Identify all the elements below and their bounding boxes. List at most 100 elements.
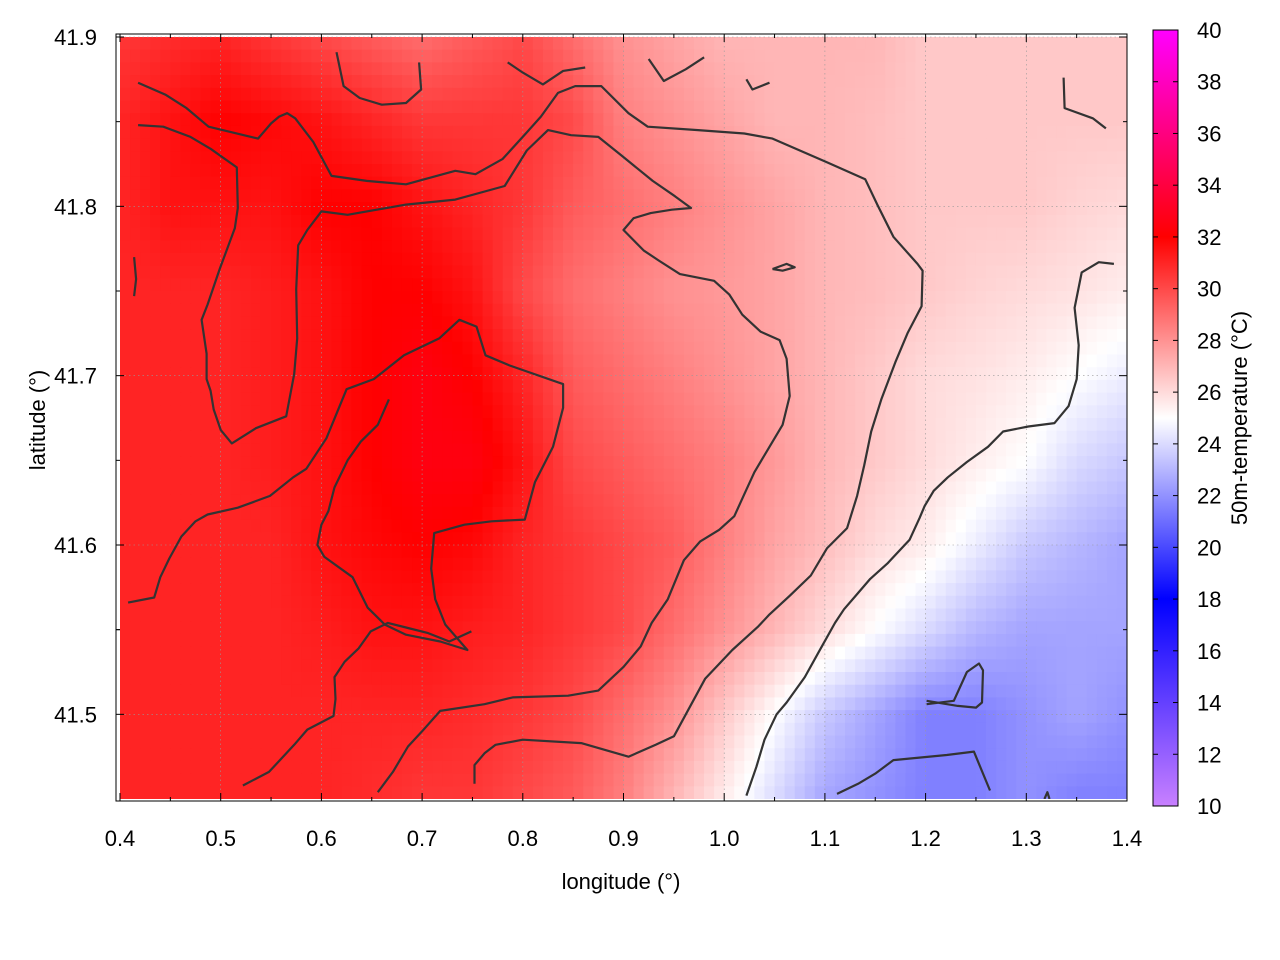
heatmap-cell — [220, 633, 232, 648]
heatmap-cell — [462, 227, 474, 241]
heatmap-cell — [1036, 113, 1048, 127]
heatmap-cell — [915, 379, 927, 394]
heatmap-cell — [1116, 519, 1127, 533]
heatmap-cell — [462, 265, 474, 279]
heatmap-cell — [452, 113, 463, 127]
heatmap-cell — [220, 570, 232, 584]
heatmap-cell — [210, 557, 222, 571]
heatmap-cell — [160, 379, 171, 394]
heatmap-cell — [452, 75, 463, 89]
heatmap-cell — [623, 291, 635, 305]
heatmap-cell — [150, 252, 161, 267]
heatmap-cell — [260, 430, 272, 444]
heatmap-cell — [794, 659, 806, 673]
heatmap-cell — [160, 430, 171, 444]
heatmap-cell — [824, 367, 836, 381]
heatmap-cell — [190, 227, 202, 241]
heatmap-cell — [1056, 291, 1068, 305]
heatmap-cell — [814, 519, 826, 533]
heatmap-cell — [673, 341, 685, 356]
heatmap-cell — [532, 481, 544, 495]
heatmap-cell — [834, 138, 846, 152]
heatmap-cell — [653, 506, 665, 521]
heatmap-cell — [1006, 62, 1017, 76]
heatmap-cell — [764, 418, 776, 432]
heatmap-cell — [804, 367, 816, 381]
heatmap-cell — [341, 646, 353, 660]
heatmap-cell — [885, 138, 896, 152]
heatmap-cell — [271, 291, 282, 305]
heatmap-cell — [502, 595, 514, 610]
heatmap-cell — [220, 265, 232, 279]
heatmap-cell — [905, 138, 917, 152]
heatmap-cell — [663, 316, 675, 330]
heatmap-cell — [210, 113, 222, 127]
heatmap-cell — [1096, 519, 1108, 533]
heatmap-cell — [311, 595, 322, 610]
heatmap-cell — [462, 176, 474, 190]
heatmap-cell — [442, 519, 453, 533]
heatmap-cell — [1116, 176, 1127, 190]
heatmap-cell — [452, 291, 463, 305]
heatmap-cell — [1036, 481, 1048, 495]
heatmap-cell — [905, 494, 917, 508]
heatmap-cell — [1046, 164, 1058, 178]
heatmap-cell — [613, 430, 625, 444]
heatmap-cell — [311, 341, 322, 356]
heatmap-cell — [653, 519, 665, 533]
heatmap-cell — [1076, 75, 1088, 89]
heatmap-cell — [502, 62, 514, 76]
heatmap-cell — [1046, 113, 1058, 127]
heatmap-cell — [281, 240, 292, 254]
heatmap-cell — [774, 646, 786, 660]
heatmap-cell — [875, 595, 886, 610]
heatmap-cell — [986, 329, 997, 343]
heatmap-cell — [170, 481, 182, 495]
heatmap-cell — [240, 633, 252, 648]
heatmap-cell — [683, 62, 695, 76]
heatmap-cell — [190, 278, 202, 292]
heatmap-cell — [240, 367, 252, 381]
heatmap-cell — [361, 316, 373, 330]
heatmap-cell — [693, 646, 705, 660]
heatmap-cell — [482, 367, 494, 381]
heatmap-cell — [925, 532, 937, 546]
heatmap-cell — [412, 214, 423, 229]
heatmap-cell — [1096, 456, 1108, 470]
heatmap-cell — [140, 202, 151, 216]
heatmap-cell — [1116, 379, 1127, 394]
heatmap-cell — [180, 316, 192, 330]
heatmap-cell — [341, 545, 353, 559]
heatmap-cell — [1006, 341, 1017, 356]
heatmap-cell — [371, 49, 383, 63]
heatmap-cell — [1056, 37, 1068, 51]
heatmap-cell — [885, 430, 896, 444]
heatmap-cell — [1056, 633, 1068, 648]
heatmap-cell — [834, 405, 846, 419]
heatmap-cell — [482, 621, 494, 635]
heatmap-cell — [583, 265, 594, 279]
heatmap-cell — [281, 291, 292, 305]
heatmap-cell — [492, 138, 504, 152]
heatmap-cell — [905, 227, 917, 241]
heatmap-cell — [693, 125, 705, 140]
heatmap-cell — [532, 608, 544, 622]
heatmap-cell — [361, 545, 373, 559]
heatmap-cell — [945, 392, 957, 406]
heatmap-cell — [885, 557, 896, 571]
heatmap-cell — [230, 633, 242, 648]
heatmap-cell — [532, 202, 544, 216]
heatmap-cell — [240, 62, 252, 76]
heatmap-cell — [412, 227, 423, 241]
heatmap-cell — [361, 494, 373, 508]
heatmap-cell — [301, 659, 312, 673]
heatmap-cell — [553, 202, 564, 216]
heatmap-cell — [321, 100, 333, 114]
heatmap-cell — [734, 240, 745, 254]
heatmap-cell — [834, 87, 846, 102]
heatmap-cell — [472, 481, 484, 495]
heatmap-cell — [351, 595, 363, 610]
heatmap-cell — [693, 138, 705, 152]
heatmap-cell — [593, 443, 604, 457]
heatmap-cell — [744, 379, 756, 394]
